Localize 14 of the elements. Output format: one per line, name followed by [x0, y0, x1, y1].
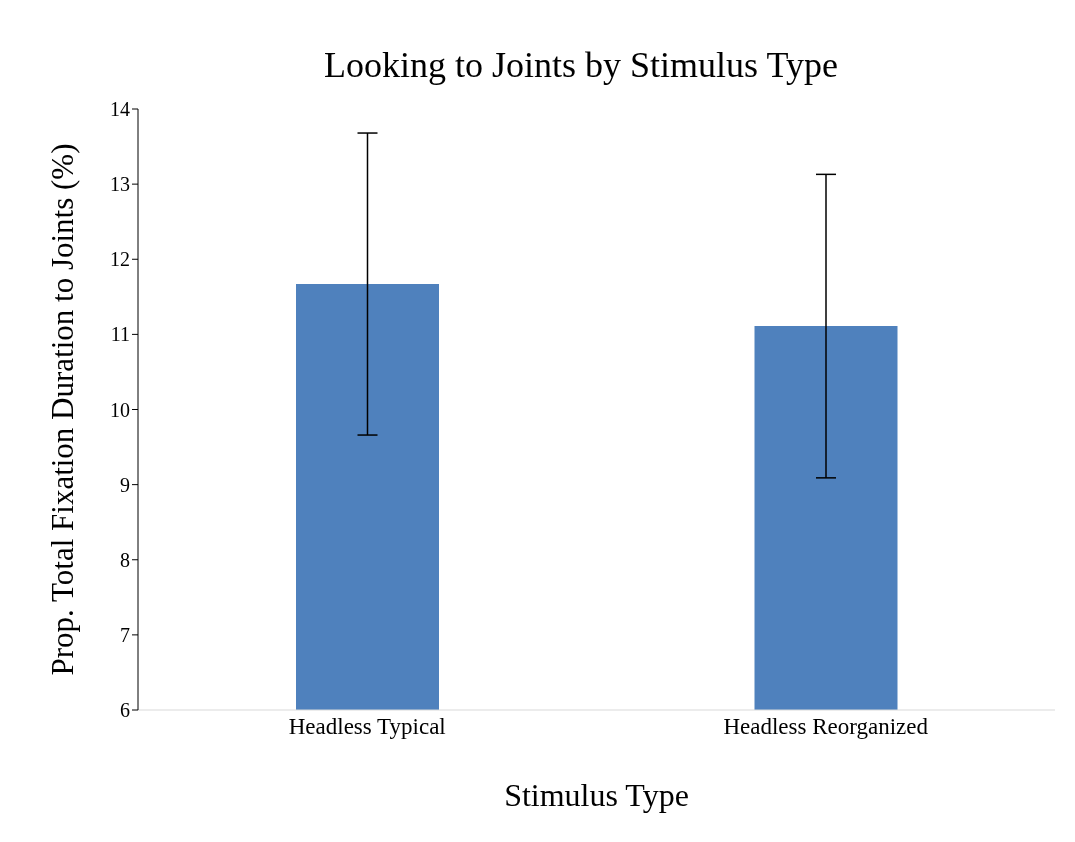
y-tick-label: 8: [120, 548, 130, 571]
y-tick-label: 13: [110, 173, 130, 196]
y-tick-label: 7: [120, 623, 130, 646]
x-tick-label: Headless Typical: [288, 714, 446, 740]
x-axis-title: Stimulus Type: [504, 777, 689, 813]
y-tick-label: 14: [110, 98, 130, 121]
y-tick-label: 10: [110, 398, 130, 421]
y-tick-label: 9: [120, 473, 130, 496]
y-tick-label: 12: [110, 248, 130, 271]
y-tick-label: 6: [120, 699, 130, 722]
y-tick-label: 11: [110, 323, 130, 346]
x-tick-label: Headless Reorganized: [723, 714, 929, 740]
chart-title: Looking to Joints by Stimulus Type: [323, 44, 839, 86]
y-axis-title: Prop. Total Fixation Duration to Joints (%): [45, 143, 81, 676]
